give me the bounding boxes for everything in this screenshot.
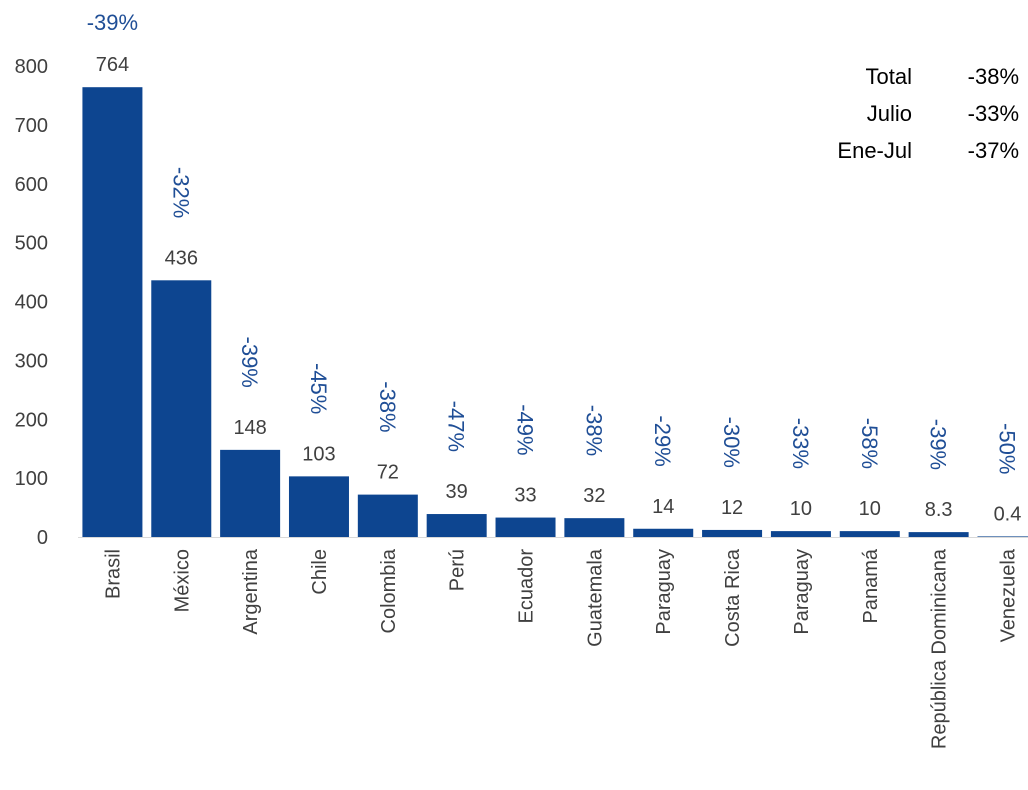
bar [770,531,831,537]
category-label: Chile [309,549,331,595]
bar [151,280,212,537]
bar [220,449,281,537]
value-label: 8.3 [925,499,953,521]
value-label: 12 [721,497,743,519]
category-label: Perú [447,549,469,591]
category-label: Brasil [102,549,124,599]
change-label: -58% [857,418,882,469]
y-tick-label: 600 [15,174,48,196]
change-label: -39% [926,419,951,470]
summary-row-total: Total -38% [780,58,1028,95]
bar [564,518,625,537]
value-label: 14 [652,496,674,518]
category-label: Ecuador [516,549,538,624]
category-label: Paraguay [791,549,813,635]
y-tick-label: 100 [15,468,48,490]
bar [357,494,418,537]
change-label: -39% [237,337,262,388]
y-tick-label: 200 [15,409,48,431]
category-label: México [171,549,193,612]
category-label: Venezuela [997,548,1019,642]
y-tick-label: 300 [15,350,48,372]
summary-value: -33% [967,100,1019,126]
summary-value: -37% [967,137,1019,163]
change-label: -38% [581,405,606,456]
y-tick-label: 500 [15,233,48,255]
change-label: -50% [994,423,1019,474]
bar [977,536,1028,537]
change-label: -38% [375,381,400,432]
change-label: -39% [87,10,138,35]
value-label: 72 [377,462,399,484]
value-label: 436 [165,247,198,269]
category-label: Guatemala [584,548,606,647]
y-tick-label: 400 [15,292,48,314]
category-label: Costa Rica [722,548,744,647]
summary-value: -38% [967,63,1019,89]
category-label: Panamá [860,548,882,623]
summary-table: Total -38% Julio -33% Ene-Jul -37% [780,58,1028,169]
summary-label: Julio [866,100,912,126]
bar [633,528,694,537]
bar [426,514,487,537]
value-label: 764 [96,54,129,76]
change-label: -32% [168,167,193,218]
value-label: 0.4 [994,503,1022,525]
change-label: -47% [444,401,469,452]
summary-label: Ene-Jul [837,137,912,163]
category-label: Paraguay [653,549,675,635]
bar [702,529,763,537]
y-tick-label: 0 [37,527,48,549]
value-label: 148 [233,417,266,439]
bar [288,476,349,537]
bar [82,87,143,537]
bar [908,532,969,537]
summary-row-ene-jul: Ene-Jul -37% [780,132,1028,169]
category-label: Argentina [240,548,262,634]
change-label: -33% [788,418,813,469]
value-label: 103 [302,443,335,465]
y-tick-label: 700 [15,115,48,137]
summary-row-julio: Julio -33% [780,95,1028,132]
change-label: -45% [306,363,331,414]
value-label: 33 [514,485,536,507]
change-label: -49% [513,404,538,455]
value-label: 32 [583,485,605,507]
value-label: 39 [446,481,468,503]
category-label: República Dominicana [929,548,951,749]
change-label: -29% [650,415,675,466]
category-label: Colombia [378,548,400,633]
bar [495,517,556,537]
change-label: -30% [719,417,744,468]
summary-label: Total [865,63,912,89]
value-label: 10 [859,498,881,520]
y-tick-label: 800 [15,56,48,78]
bar [839,531,900,537]
value-label: 10 [790,498,812,520]
